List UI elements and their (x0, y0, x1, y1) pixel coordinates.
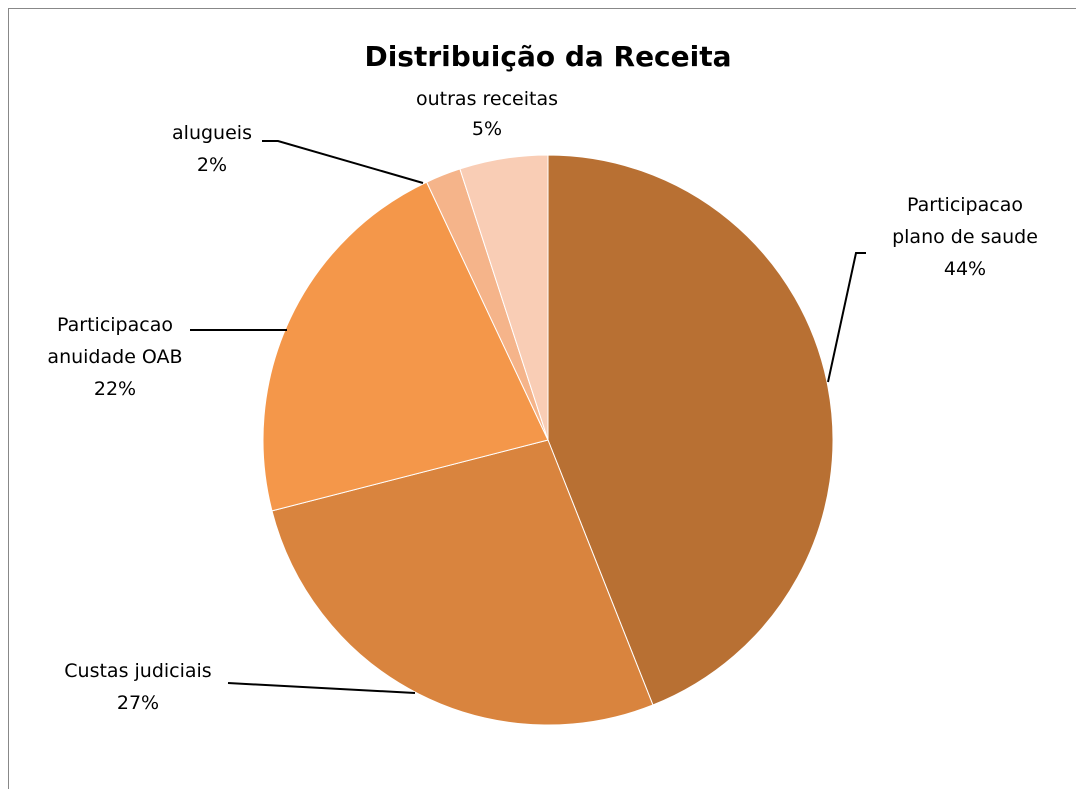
slice-label: Custas judiciais 27% (38, 655, 238, 719)
label-name: alugueis (172, 122, 252, 144)
pie-slice (547, 154, 834, 706)
leader-line (227, 682, 416, 694)
label-name: Participacao anuidade OAB (47, 314, 183, 368)
label-name: Participacao plano de saude (892, 194, 1038, 248)
chart-title: Distribuição da Receita (364, 40, 731, 73)
leader-line (827, 252, 866, 383)
pie-slice (271, 439, 654, 726)
label-value: 5% (471, 118, 503, 140)
slice-label: alugueis 2% (152, 117, 272, 181)
slices (262, 154, 834, 726)
leader-line (262, 140, 424, 184)
slice-label: Participacao anuidade OAB 22% (35, 309, 195, 405)
slice-label: outras receitas 5% (397, 84, 577, 144)
label-value: 22% (93, 378, 137, 400)
label-value: 2% (196, 154, 228, 176)
leader-lines (190, 140, 866, 694)
label-name: outras receitas (416, 88, 558, 110)
label-value: 27% (116, 692, 160, 714)
pie-slice (262, 181, 549, 512)
pie-slice (459, 154, 549, 441)
label-name: Custas judiciais (64, 660, 212, 682)
slice-label: Participacao plano de saude 44% (880, 189, 1050, 285)
label-value: 44% (943, 258, 987, 280)
